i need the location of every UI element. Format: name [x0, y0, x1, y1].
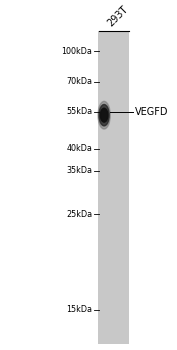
Text: 100kDa: 100kDa	[62, 47, 92, 56]
Ellipse shape	[100, 108, 108, 122]
Text: 55kDa: 55kDa	[66, 107, 92, 116]
Text: 293T: 293T	[106, 5, 130, 29]
Text: 35kDa: 35kDa	[66, 166, 92, 175]
Ellipse shape	[98, 102, 110, 129]
Text: 40kDa: 40kDa	[67, 144, 92, 153]
Text: 70kDa: 70kDa	[66, 77, 92, 86]
Text: VEGFD: VEGFD	[135, 107, 169, 117]
Text: 15kDa: 15kDa	[66, 306, 92, 315]
Text: 25kDa: 25kDa	[66, 210, 92, 219]
Ellipse shape	[99, 105, 109, 126]
Bar	[98, 31, 129, 344]
